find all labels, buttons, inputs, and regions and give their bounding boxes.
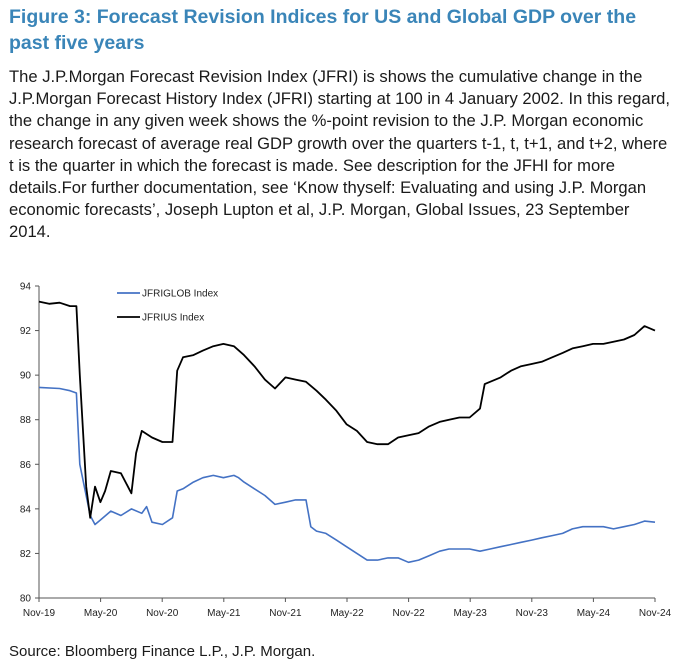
x-tick-label: May-22 [330, 608, 364, 619]
x-tick-label: May-23 [454, 608, 488, 619]
x-tick-label: May-21 [207, 608, 241, 619]
x-tick-label: Nov-20 [146, 608, 179, 619]
y-tick-label: 86 [20, 460, 32, 471]
y-tick-label: 88 [20, 415, 32, 426]
y-tick-label: 80 [20, 594, 32, 605]
figure-description: The J.P.Morgan Forecast Revision Index (… [9, 67, 670, 242]
x-tick-label: Nov-22 [392, 608, 425, 619]
x-tick-label: May-20 [84, 608, 118, 619]
legend-label: JFRIGLOB Index [142, 289, 218, 300]
y-tick-label: 84 [20, 504, 32, 515]
x-tick-label: Nov-23 [516, 608, 549, 619]
chart-series [38, 300, 656, 564]
x-tick-label: May-24 [577, 608, 611, 619]
series-line-jfriglob-index [38, 386, 656, 564]
x-tick-label: Nov-24 [639, 608, 672, 619]
y-tick-label: 92 [20, 326, 32, 337]
line-chart: 80 82 84 86 88 90 92 94 Nov-19 May-20 Nov-20 May-21… [20, 282, 672, 620]
chart-legend: JFRIGLOB Index JFRIUS Index [117, 289, 218, 324]
x-tick-label: Nov-19 [23, 608, 56, 619]
series-line-jfrius-index [38, 300, 656, 519]
y-tick-label: 82 [20, 549, 32, 560]
chart-axes: 80 82 84 86 88 90 92 94 Nov-19 May-20 Nov-20 May-21… [20, 282, 672, 620]
y-tick-label: 90 [20, 371, 32, 382]
x-tick-label: Nov-21 [269, 608, 302, 619]
figure-source: Source: Bloomberg Finance L.P., J.P. Mor… [9, 643, 316, 660]
y-tick-label: 94 [20, 282, 32, 293]
figure-title: Figure 3: Forecast Revision Indices for … [9, 6, 637, 54]
legend-label: JFRIUS Index [142, 313, 204, 324]
